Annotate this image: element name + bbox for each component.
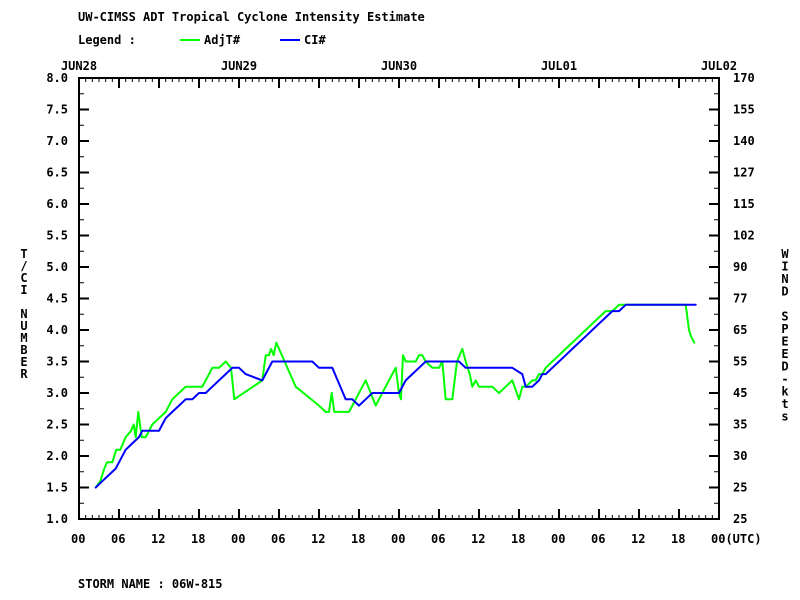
- left-axis-title-char: I: [20, 283, 27, 297]
- axis-tick-labels: 1.0 25 1.5 25 2.0 30 2.5 35 3.0 45 3.5 55 4.0 65 4.5 77…: [46, 59, 761, 546]
- y-tick-label-left: 2.0: [46, 449, 68, 463]
- chart-title: UW-CIMSS ADT Tropical Cyclone Intensity …: [78, 10, 425, 24]
- y-tick-label-left: 3.5: [46, 355, 68, 369]
- right-axis-title-char: P: [781, 322, 788, 336]
- right-axis-title-char: I: [781, 260, 788, 274]
- left-axis-title-char: B: [20, 343, 27, 357]
- y-tick-label-right: 155: [733, 103, 755, 117]
- y-tick-label-right: 90: [733, 260, 747, 274]
- y-tick-label-right: 35: [733, 418, 747, 432]
- left-axis-title-char: N: [20, 307, 27, 321]
- legend: AdjT# CI#: [180, 33, 326, 47]
- x-hour-label: 00: [551, 532, 565, 546]
- plot-frame: [78, 77, 720, 520]
- legend-label: Legend :: [78, 33, 136, 47]
- x-day-label: JUL02: [701, 59, 737, 73]
- x-day-label: JUL01: [541, 59, 577, 73]
- right-axis-title-char: s: [781, 410, 788, 424]
- left-axis-title-char: E: [20, 355, 27, 369]
- y-tick-label-left: 8.0: [46, 71, 68, 85]
- x-hour-label: 06: [271, 532, 285, 546]
- x-hour-label: 18: [351, 532, 365, 546]
- y-tick-label-right: 127: [733, 166, 755, 180]
- y-tick-label-right: 115: [733, 197, 755, 211]
- y-tick-label-left: 3.0: [46, 386, 68, 400]
- y-tick-label-right: 25: [733, 481, 747, 495]
- left-axis-title-char: C: [20, 271, 27, 285]
- y-tick-label-right: 140: [733, 134, 755, 148]
- x-hour-label: 12: [631, 532, 645, 546]
- right-axis-title-char: S: [781, 310, 788, 324]
- left-axis-title-char: /: [20, 259, 27, 273]
- right-axis-title-char: t: [781, 397, 788, 411]
- y-tick-label-left: 5.0: [46, 260, 68, 274]
- x-hour-label: 18: [671, 532, 685, 546]
- left-axis-title-char: M: [20, 331, 27, 345]
- right-axis-title-char: D: [781, 360, 788, 374]
- x-hour-label: 18: [511, 532, 525, 546]
- x-day-label: JUN29: [221, 59, 257, 73]
- x-hour-label: 00(UTC): [711, 532, 762, 546]
- x-hour-label: 06: [111, 532, 125, 546]
- y-tick-label-right: 45: [733, 386, 747, 400]
- legend-entry-label: AdjT#: [204, 33, 241, 47]
- right-axis-title-char: N: [781, 272, 788, 286]
- x-hour-label: 18: [191, 532, 205, 546]
- y-tick-label-right: 55: [733, 355, 747, 369]
- left-axis-title-char: U: [20, 319, 27, 333]
- y-tick-label-left: 4.5: [46, 292, 68, 306]
- y-tick-label-left: 6.0: [46, 197, 68, 211]
- x-day-label: JUN30: [381, 59, 417, 73]
- axis-ticks: [78, 77, 720, 520]
- right-axis-title-char: D: [781, 285, 788, 299]
- x-hour-label: 12: [471, 532, 485, 546]
- y-tick-label-right: 30: [733, 449, 747, 463]
- x-hour-label: 00: [231, 532, 245, 546]
- left-axis-title-char: T: [20, 247, 27, 261]
- right-axis-title-char: E: [781, 347, 788, 361]
- y-tick-label-right: 77: [733, 292, 747, 306]
- y-tick-label-left: 7.5: [46, 103, 68, 117]
- series-line-adjt: [94, 303, 696, 489]
- x-hour-label: 06: [591, 532, 605, 546]
- right-axis-title-char: k: [781, 385, 789, 399]
- y-tick-label-right: 102: [733, 229, 755, 243]
- y-tick-label-left: 4.0: [46, 323, 68, 337]
- x-day-label: JUN28: [61, 59, 97, 73]
- y-tick-label-right: 25: [733, 512, 747, 526]
- x-hour-label: 12: [151, 532, 165, 546]
- y-tick-label-left: 2.5: [46, 418, 68, 432]
- x-hour-label: 06: [431, 532, 445, 546]
- y-tick-label-left: 7.0: [46, 134, 68, 148]
- y-tick-label-left: 1.0: [46, 512, 68, 526]
- series-line-ci: [94, 303, 697, 489]
- y-tick-label-right: 170: [733, 71, 755, 85]
- left-axis-title-char: R: [20, 367, 28, 381]
- y-tick-label-left: 5.5: [46, 229, 68, 243]
- x-hour-label: 00: [71, 532, 85, 546]
- x-hour-label: 00: [391, 532, 405, 546]
- y-tick-label-left: 1.5: [46, 481, 68, 495]
- y-tick-label-right: 65: [733, 323, 747, 337]
- right-axis-title-char: E: [781, 335, 788, 349]
- series-lines: [94, 303, 697, 489]
- right-axis-title-char: -: [781, 372, 788, 386]
- y-tick-label-left: 6.5: [46, 166, 68, 180]
- legend-entry-label: CI#: [304, 33, 326, 47]
- storm-name-label: STORM NAME : 06W-815: [78, 577, 223, 591]
- x-hour-label: 12: [311, 532, 325, 546]
- right-axis-title-char: W: [781, 247, 789, 261]
